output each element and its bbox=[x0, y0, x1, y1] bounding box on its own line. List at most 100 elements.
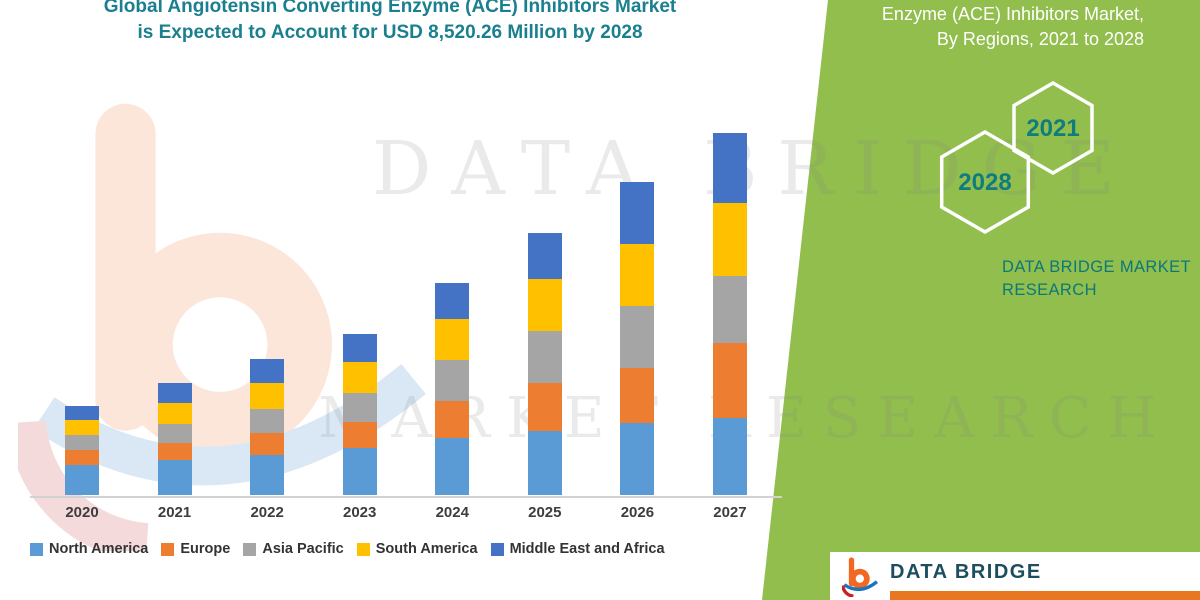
bar-segment bbox=[712, 276, 747, 344]
bar-segment bbox=[620, 182, 655, 244]
bar-segment bbox=[620, 243, 655, 306]
panel-title-line1: Enzyme (ACE) Inhibitors Market, bbox=[881, 4, 1144, 24]
x-axis-label: 2026 bbox=[620, 504, 655, 521]
panel-title-line2: By Regions, 2021 to 2028 bbox=[936, 29, 1144, 49]
chart-legend: North America Europe Asia Pacific South Ame… bbox=[30, 541, 665, 557]
x-axis-label: 2024 bbox=[435, 504, 469, 521]
bar-stack bbox=[250, 359, 285, 495]
bar-segment bbox=[250, 455, 285, 495]
bar-segment bbox=[250, 409, 285, 433]
bar-segment bbox=[157, 382, 192, 403]
bar-segment bbox=[342, 362, 377, 394]
bar-stack bbox=[157, 382, 192, 495]
bar-segment bbox=[527, 331, 562, 383]
bar-segment bbox=[527, 279, 562, 332]
hexagon-badges-icon: 2028 2021 bbox=[939, 80, 1094, 235]
x-axis-label: 2022 bbox=[250, 504, 284, 521]
bar-segment bbox=[342, 393, 377, 423]
bar-segment bbox=[250, 433, 285, 455]
bar-segment bbox=[527, 382, 562, 431]
bar-segment bbox=[620, 368, 655, 423]
legend-swatch-icon bbox=[30, 542, 43, 556]
bar-segment bbox=[65, 465, 99, 495]
legend-swatch-icon bbox=[356, 542, 370, 556]
legend-item: Asia Pacific bbox=[243, 541, 344, 557]
bar-segment bbox=[527, 232, 562, 280]
bar-segment bbox=[157, 442, 192, 460]
bar-segment bbox=[527, 431, 562, 495]
bar-stack bbox=[65, 406, 99, 495]
legend-item: North America bbox=[30, 541, 148, 557]
bar-group-2022: 2022 bbox=[221, 130, 313, 521]
panel-title: Enzyme (ACE) Inhibitors Market, By Regio… bbox=[784, 2, 1144, 52]
bar-segment bbox=[65, 435, 99, 451]
hex-year-2028: 2028 bbox=[958, 169, 1011, 196]
legend-swatch-icon bbox=[490, 542, 504, 556]
bar-group-2020: 2020 bbox=[36, 130, 128, 521]
bar-segment bbox=[157, 423, 192, 443]
x-axis-label: 2020 bbox=[65, 504, 99, 521]
bar-segment bbox=[342, 448, 377, 495]
legend-swatch-icon bbox=[243, 542, 257, 556]
bar-segment bbox=[157, 459, 192, 495]
bar-segment bbox=[65, 450, 99, 466]
dbmr-logo-icon bbox=[842, 557, 879, 597]
bar-stack bbox=[712, 133, 747, 495]
bar-stack bbox=[435, 283, 470, 495]
bar-segment bbox=[342, 422, 377, 449]
bar-stack bbox=[342, 334, 377, 495]
x-axis-label: 2023 bbox=[343, 504, 377, 521]
bar-segment bbox=[65, 406, 99, 421]
legend-label: South America bbox=[375, 541, 478, 557]
bar-segment bbox=[712, 343, 747, 418]
bar-stack bbox=[527, 232, 562, 495]
bar-segment bbox=[250, 359, 285, 384]
x-axis-label: 2021 bbox=[157, 504, 192, 521]
bar-segment bbox=[65, 420, 99, 436]
bar-segment bbox=[435, 319, 470, 361]
x-axis-label: 2025 bbox=[528, 504, 562, 521]
legend-label: North America bbox=[49, 541, 149, 557]
bar-segment bbox=[435, 283, 470, 320]
legend-label: Middle East and Africa bbox=[509, 541, 665, 557]
brand-name: DATA BRIDGE MARKET RESEARCH bbox=[1002, 256, 1191, 302]
legend-item: South America bbox=[356, 541, 478, 557]
bar-segment bbox=[712, 133, 747, 204]
footer-orange-strip bbox=[890, 591, 1200, 600]
bar-segment bbox=[712, 203, 747, 277]
legend-label: Europe bbox=[180, 541, 231, 557]
legend-item: Middle East and Africa bbox=[490, 541, 665, 557]
legend-item: Europe bbox=[161, 541, 230, 557]
bar-segment bbox=[620, 305, 655, 368]
bar-group-2023: 2023 bbox=[314, 130, 406, 521]
page-title: Global Angiotensin Converting Enzyme (AC… bbox=[28, 0, 752, 46]
legend-swatch-icon bbox=[161, 542, 175, 556]
page-title-line2: is Expected to Account for USD 8,520.26 … bbox=[137, 22, 643, 43]
legend-label: Asia Pacific bbox=[262, 541, 344, 557]
bar-segment bbox=[435, 438, 470, 495]
bar-segment bbox=[250, 383, 285, 410]
bar-group-2027: 2027 bbox=[684, 130, 776, 521]
bar-segment bbox=[342, 334, 377, 363]
bar-group-2025: 2025 bbox=[499, 130, 591, 521]
bar-segment bbox=[712, 418, 747, 495]
bar-segment bbox=[435, 360, 470, 402]
brand-name-line1: DATA BRIDGE MARKET bbox=[1002, 258, 1192, 276]
brand-name-line2: RESEARCH bbox=[1002, 281, 1097, 299]
chart-plot: 2020 2021 2022 2023 2024 2025 2026 2027 bbox=[36, 130, 776, 521]
x-axis-label: 2027 bbox=[713, 504, 747, 521]
bar-group-2024: 2024 bbox=[406, 130, 498, 521]
hex-year-2021: 2021 bbox=[1026, 115, 1079, 142]
footer-logo-box: DATA BRIDGE bbox=[830, 552, 1200, 600]
bar-stack bbox=[620, 182, 655, 495]
bar-group-2021: 2021 bbox=[129, 130, 221, 521]
bar-group-2026: 2026 bbox=[591, 130, 683, 521]
bar-segment bbox=[435, 401, 470, 439]
page-title-line1: Global Angiotensin Converting Enzyme (AC… bbox=[103, 0, 677, 17]
bar-segment bbox=[157, 402, 192, 424]
chart-x-axis-line bbox=[30, 496, 782, 498]
bar-segment bbox=[620, 423, 655, 495]
hexagon-2021-icon bbox=[1012, 80, 1094, 176]
